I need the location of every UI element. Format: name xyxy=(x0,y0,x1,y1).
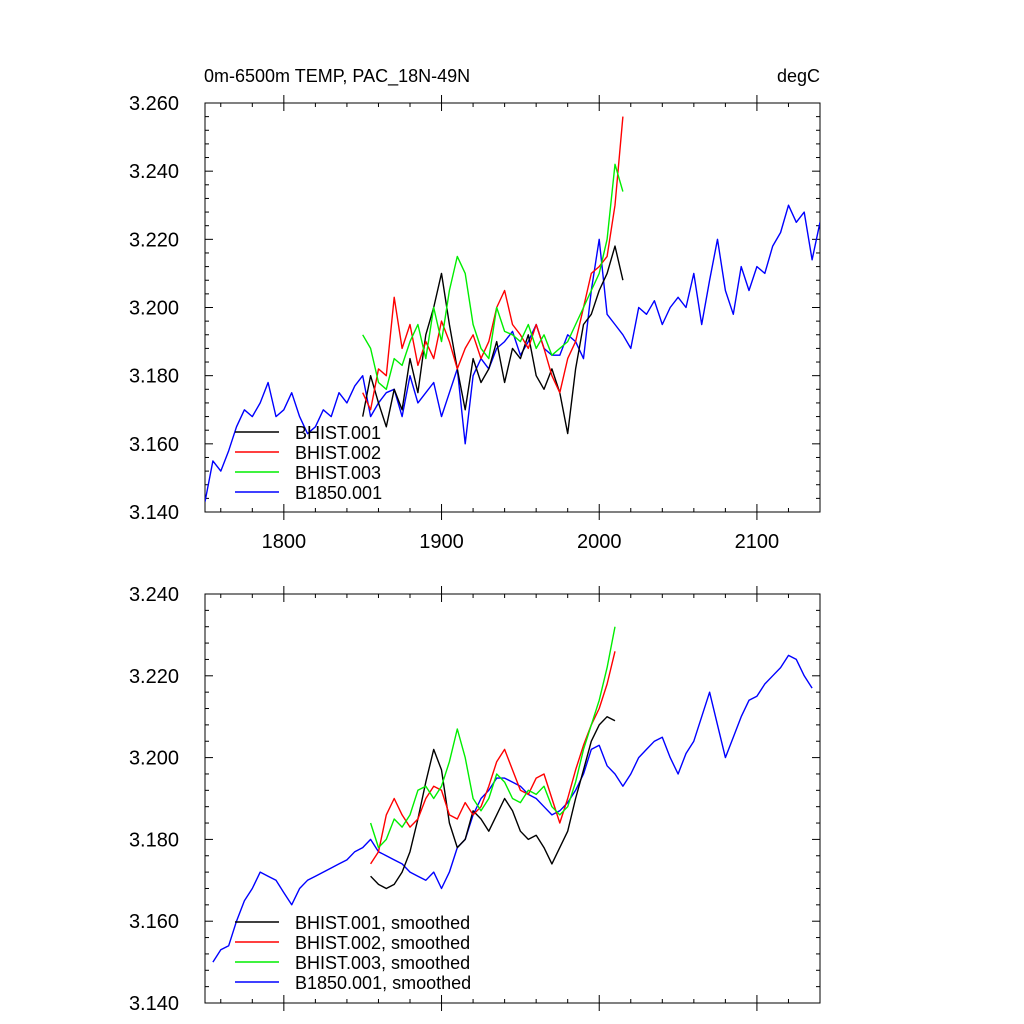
series-line-b1850-001 xyxy=(205,204,820,502)
series-line-bhist-001 xyxy=(370,716,616,890)
series-line-bhist-002 xyxy=(370,651,616,865)
y-tick-label: 3.220 xyxy=(129,666,179,688)
series-line-bhist-003 xyxy=(362,163,624,390)
y-tick-label: 3.240 xyxy=(129,161,179,183)
y-tick-label: 3.140 xyxy=(129,993,179,1015)
legend-label: BHIST.003 xyxy=(295,463,381,483)
y-tick-label: 3.180 xyxy=(129,829,179,851)
x-tick-label: 2000 xyxy=(577,531,622,553)
y-tick-label: 3.200 xyxy=(129,748,179,770)
y-tick-label: 3.140 xyxy=(129,502,179,524)
chart-units: degC xyxy=(777,66,820,86)
legend-label: BHIST.002 xyxy=(295,443,381,463)
y-tick-label: 3.160 xyxy=(129,911,179,933)
legend-label: B1850.001, smoothed xyxy=(295,973,471,993)
y-tick-label: 3.240 xyxy=(129,584,179,606)
bottom-panel: 3.140 3.160 3.180 3.200 3.220 3.240 BHIST.001… xyxy=(129,584,821,1015)
x-tick-label: 1800 xyxy=(262,531,307,553)
bottom-plot-area: 3.140 3.160 3.180 3.200 3.220 3.240 xyxy=(129,584,821,1015)
series-line-bhist-002 xyxy=(362,116,624,411)
y-tick-label: 3.200 xyxy=(129,298,179,320)
series-line-bhist-003 xyxy=(369,626,616,849)
y-tick-label: 3.160 xyxy=(129,434,179,456)
series-line-bhist-001 xyxy=(362,245,624,435)
legend-label: BHIST.001 xyxy=(295,423,381,443)
top-plot-area: 3.140 3.160 3.180 3.200 3.220 3.240 3.260 1800 1… xyxy=(129,93,821,553)
bottom-plot-frame xyxy=(204,593,821,1004)
x-tick-label: 2100 xyxy=(735,531,780,553)
y-tick-label: 3.260 xyxy=(129,93,179,115)
legend-label: BHIST.003, smoothed xyxy=(295,953,470,973)
legend-label: B1850.001 xyxy=(295,483,382,503)
top-panel: 0m-6500m TEMP, PAC_18N-49N degC 3.1403.1… xyxy=(129,66,821,553)
y-tick-label: 3.220 xyxy=(129,229,179,251)
x-tick-label: 1900 xyxy=(419,531,464,553)
y-tick-label: 3.180 xyxy=(129,366,179,388)
legend-label: BHIST.002, smoothed xyxy=(295,933,470,953)
legend-label: BHIST.001, smoothed xyxy=(295,913,470,933)
series-line-b1850-001 xyxy=(212,654,813,963)
chart-title: 0m-6500m TEMP, PAC_18N-49N xyxy=(204,66,470,87)
